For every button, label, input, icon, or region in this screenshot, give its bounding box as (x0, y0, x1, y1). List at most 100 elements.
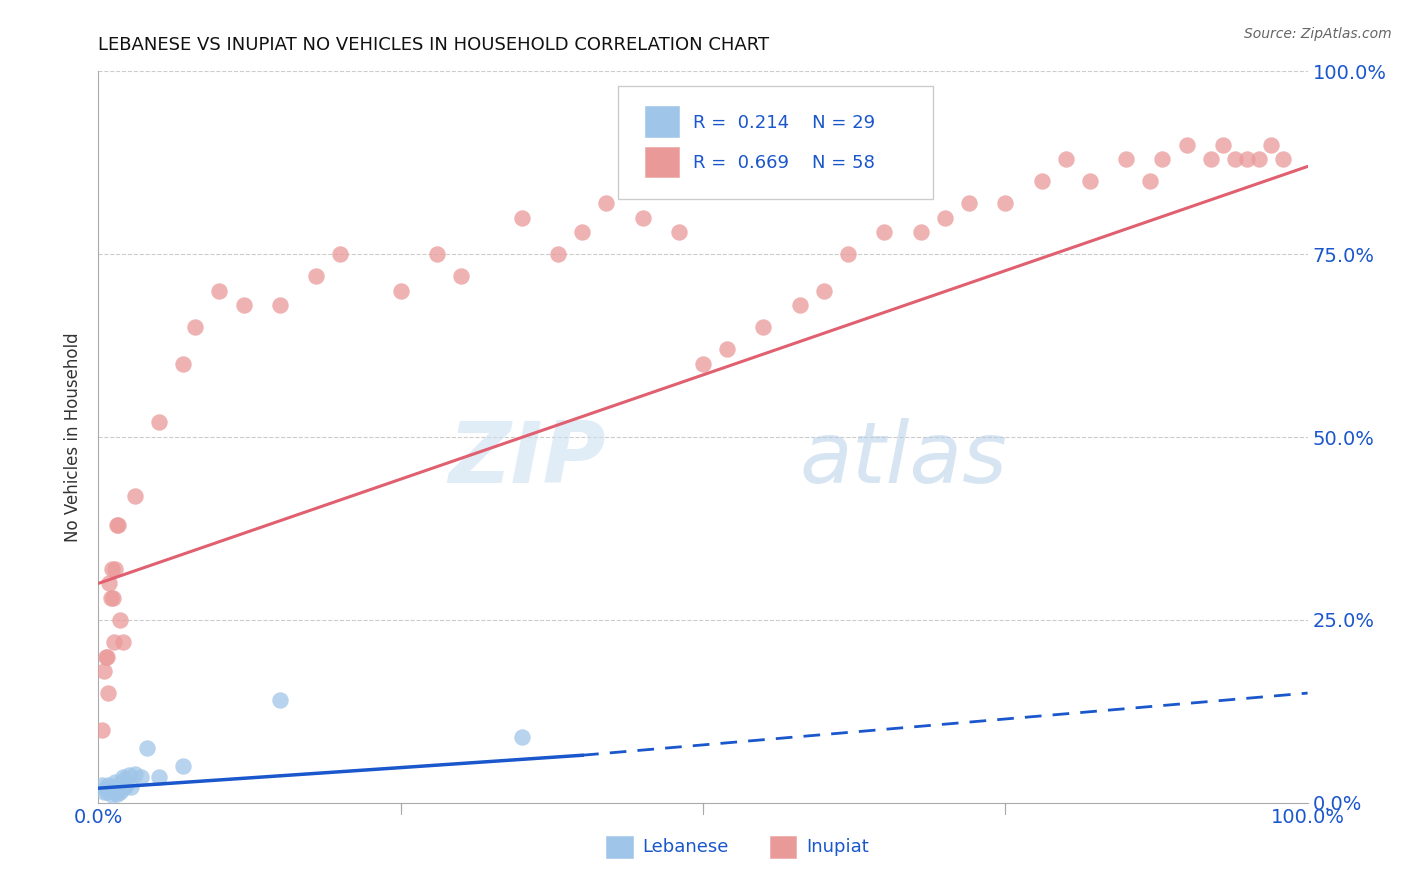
Point (994, 196, 1017, 211)
Point (1115, 152, 1137, 166)
Point (1223, 152, 1246, 166)
Point (510, 730, 533, 744)
Point (114, 772, 136, 787)
Point (135, 740, 157, 755)
Point (105, 787, 128, 801)
Point (118, 768, 141, 782)
Point (813, 284, 835, 298)
Point (97, 686, 120, 700)
Point (104, 562, 127, 576)
Point (98, 576, 121, 591)
Point (97, 778, 120, 792)
Point (124, 489, 146, 503)
Point (100, 789, 122, 803)
Point (93, 785, 115, 799)
Point (108, 785, 131, 799)
Point (269, 693, 291, 707)
Point (91, 778, 114, 792)
Point (103, 785, 125, 799)
Point (129, 770, 152, 784)
Point (426, 247, 449, 261)
Point (184, 320, 207, 334)
Point (1236, 152, 1258, 166)
Point (1199, 152, 1222, 166)
Text: Source: ZipAtlas.com: Source: ZipAtlas.com (1244, 27, 1392, 41)
Point (98, 782, 121, 797)
Point (837, 247, 859, 261)
Point (96, 649, 118, 664)
Point (752, 320, 775, 334)
Point (1175, 137, 1198, 152)
Point (111, 635, 134, 649)
Point (94, 649, 117, 664)
FancyBboxPatch shape (619, 86, 932, 200)
Text: atlas: atlas (800, 417, 1008, 500)
Y-axis label: No Vehicles in Household: No Vehicles in Household (65, 332, 83, 542)
Point (120, 780, 142, 794)
Point (148, 770, 170, 784)
Bar (606, 836, 633, 858)
Text: R =  0.214    N = 29: R = 0.214 N = 29 (693, 113, 876, 131)
Point (1139, 174, 1161, 188)
Point (107, 778, 129, 792)
Point (269, 298, 291, 312)
Point (910, 225, 932, 239)
Point (100, 562, 122, 576)
Point (208, 284, 231, 298)
Bar (645, 106, 679, 137)
Text: R =  0.669    N = 58: R = 0.669 N = 58 (693, 153, 875, 172)
Point (94, 781, 117, 796)
Point (957, 196, 980, 211)
Point (93, 664, 115, 678)
Point (389, 284, 412, 298)
Point (105, 517, 128, 532)
Point (96, 785, 118, 799)
Point (172, 357, 194, 371)
Point (101, 781, 124, 796)
Point (1272, 152, 1295, 166)
Point (107, 517, 129, 532)
Point (172, 759, 194, 773)
Point (111, 770, 134, 784)
Point (124, 766, 146, 780)
Bar (645, 146, 679, 178)
Point (1078, 174, 1101, 188)
Point (1054, 152, 1077, 166)
Point (305, 269, 328, 284)
Point (108, 613, 131, 627)
Point (1249, 152, 1271, 166)
Point (692, 357, 714, 371)
Point (100, 591, 122, 605)
Text: Inupiat: Inupiat (806, 838, 869, 855)
Point (631, 211, 654, 225)
Point (232, 298, 254, 312)
Point (115, 778, 138, 792)
Point (450, 269, 472, 284)
Point (510, 211, 533, 225)
Point (1031, 174, 1053, 188)
Point (148, 416, 170, 430)
Point (1152, 152, 1174, 166)
Point (1212, 137, 1234, 152)
Point (595, 196, 617, 211)
Text: ZIP: ZIP (449, 417, 606, 500)
Point (91, 723, 114, 737)
Point (571, 225, 593, 239)
Point (934, 211, 956, 225)
Text: Lebanese: Lebanese (643, 838, 728, 855)
Point (789, 298, 811, 312)
Point (108, 782, 131, 797)
Point (547, 247, 569, 261)
Point (112, 781, 135, 796)
Point (101, 591, 124, 605)
Text: LEBANESE VS INUPIAT NO VEHICLES IN HOUSEHOLD CORRELATION CHART: LEBANESE VS INUPIAT NO VEHICLES IN HOUSE… (98, 36, 769, 54)
Bar (769, 836, 796, 858)
Point (873, 225, 896, 239)
Point (668, 225, 690, 239)
Point (329, 247, 352, 261)
Point (104, 775, 127, 789)
Point (110, 780, 132, 794)
Point (1260, 137, 1282, 152)
Point (100, 780, 122, 794)
Point (716, 343, 738, 357)
